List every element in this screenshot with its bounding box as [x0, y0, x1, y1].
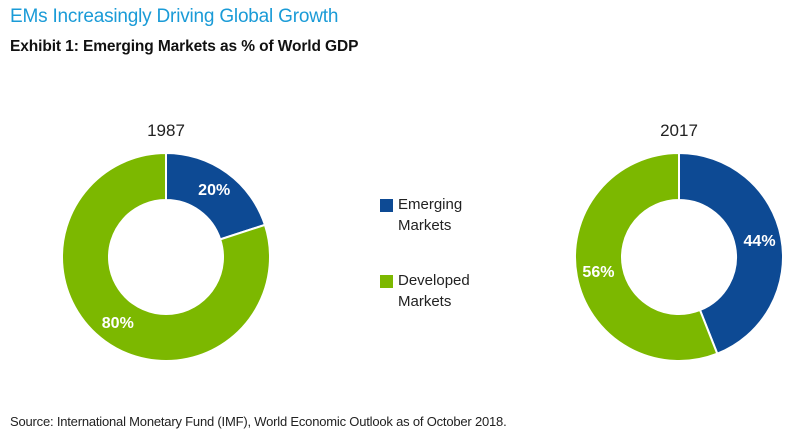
slice-developed-1987: [61, 151, 271, 362]
legend-swatch-developed: [380, 275, 393, 288]
slice-label-developed-2017: 56%: [582, 264, 614, 281]
headline: EMs Increasingly Driving Global Growth: [10, 6, 339, 27]
legend-label-emerging: Emerging Markets: [398, 194, 508, 236]
slice-label-emerging-2017: 44%: [744, 233, 776, 250]
exhibit-title: Exhibit 1: Emerging Markets as % of Worl…: [10, 38, 359, 55]
donut-chart-1987: 20% 80%: [61, 151, 271, 362]
slice-label-developed-1987: 80%: [102, 315, 134, 332]
legend-label-emerging-line1: Emerging: [398, 196, 463, 213]
slice-emerging-2017: [678, 151, 784, 355]
legend-label-emerging-line2: Markets: [398, 217, 452, 234]
slice-label-emerging-1987: 20%: [198, 182, 230, 199]
legend-label-developed-line2: Markets: [398, 293, 452, 310]
slice-developed-2017: [574, 151, 719, 362]
chart-title-1987: 1987: [147, 121, 185, 140]
chart-title-2017: 2017: [660, 121, 698, 140]
legend-label-developed: Developed Markets: [398, 270, 508, 312]
source-note: Source: International Monetary Fund (IMF…: [10, 414, 507, 429]
donut-chart-2017: 44% 56%: [574, 151, 784, 362]
legend-label-developed-line1: Developed: [398, 272, 470, 289]
legend-swatch-emerging: [380, 199, 393, 212]
